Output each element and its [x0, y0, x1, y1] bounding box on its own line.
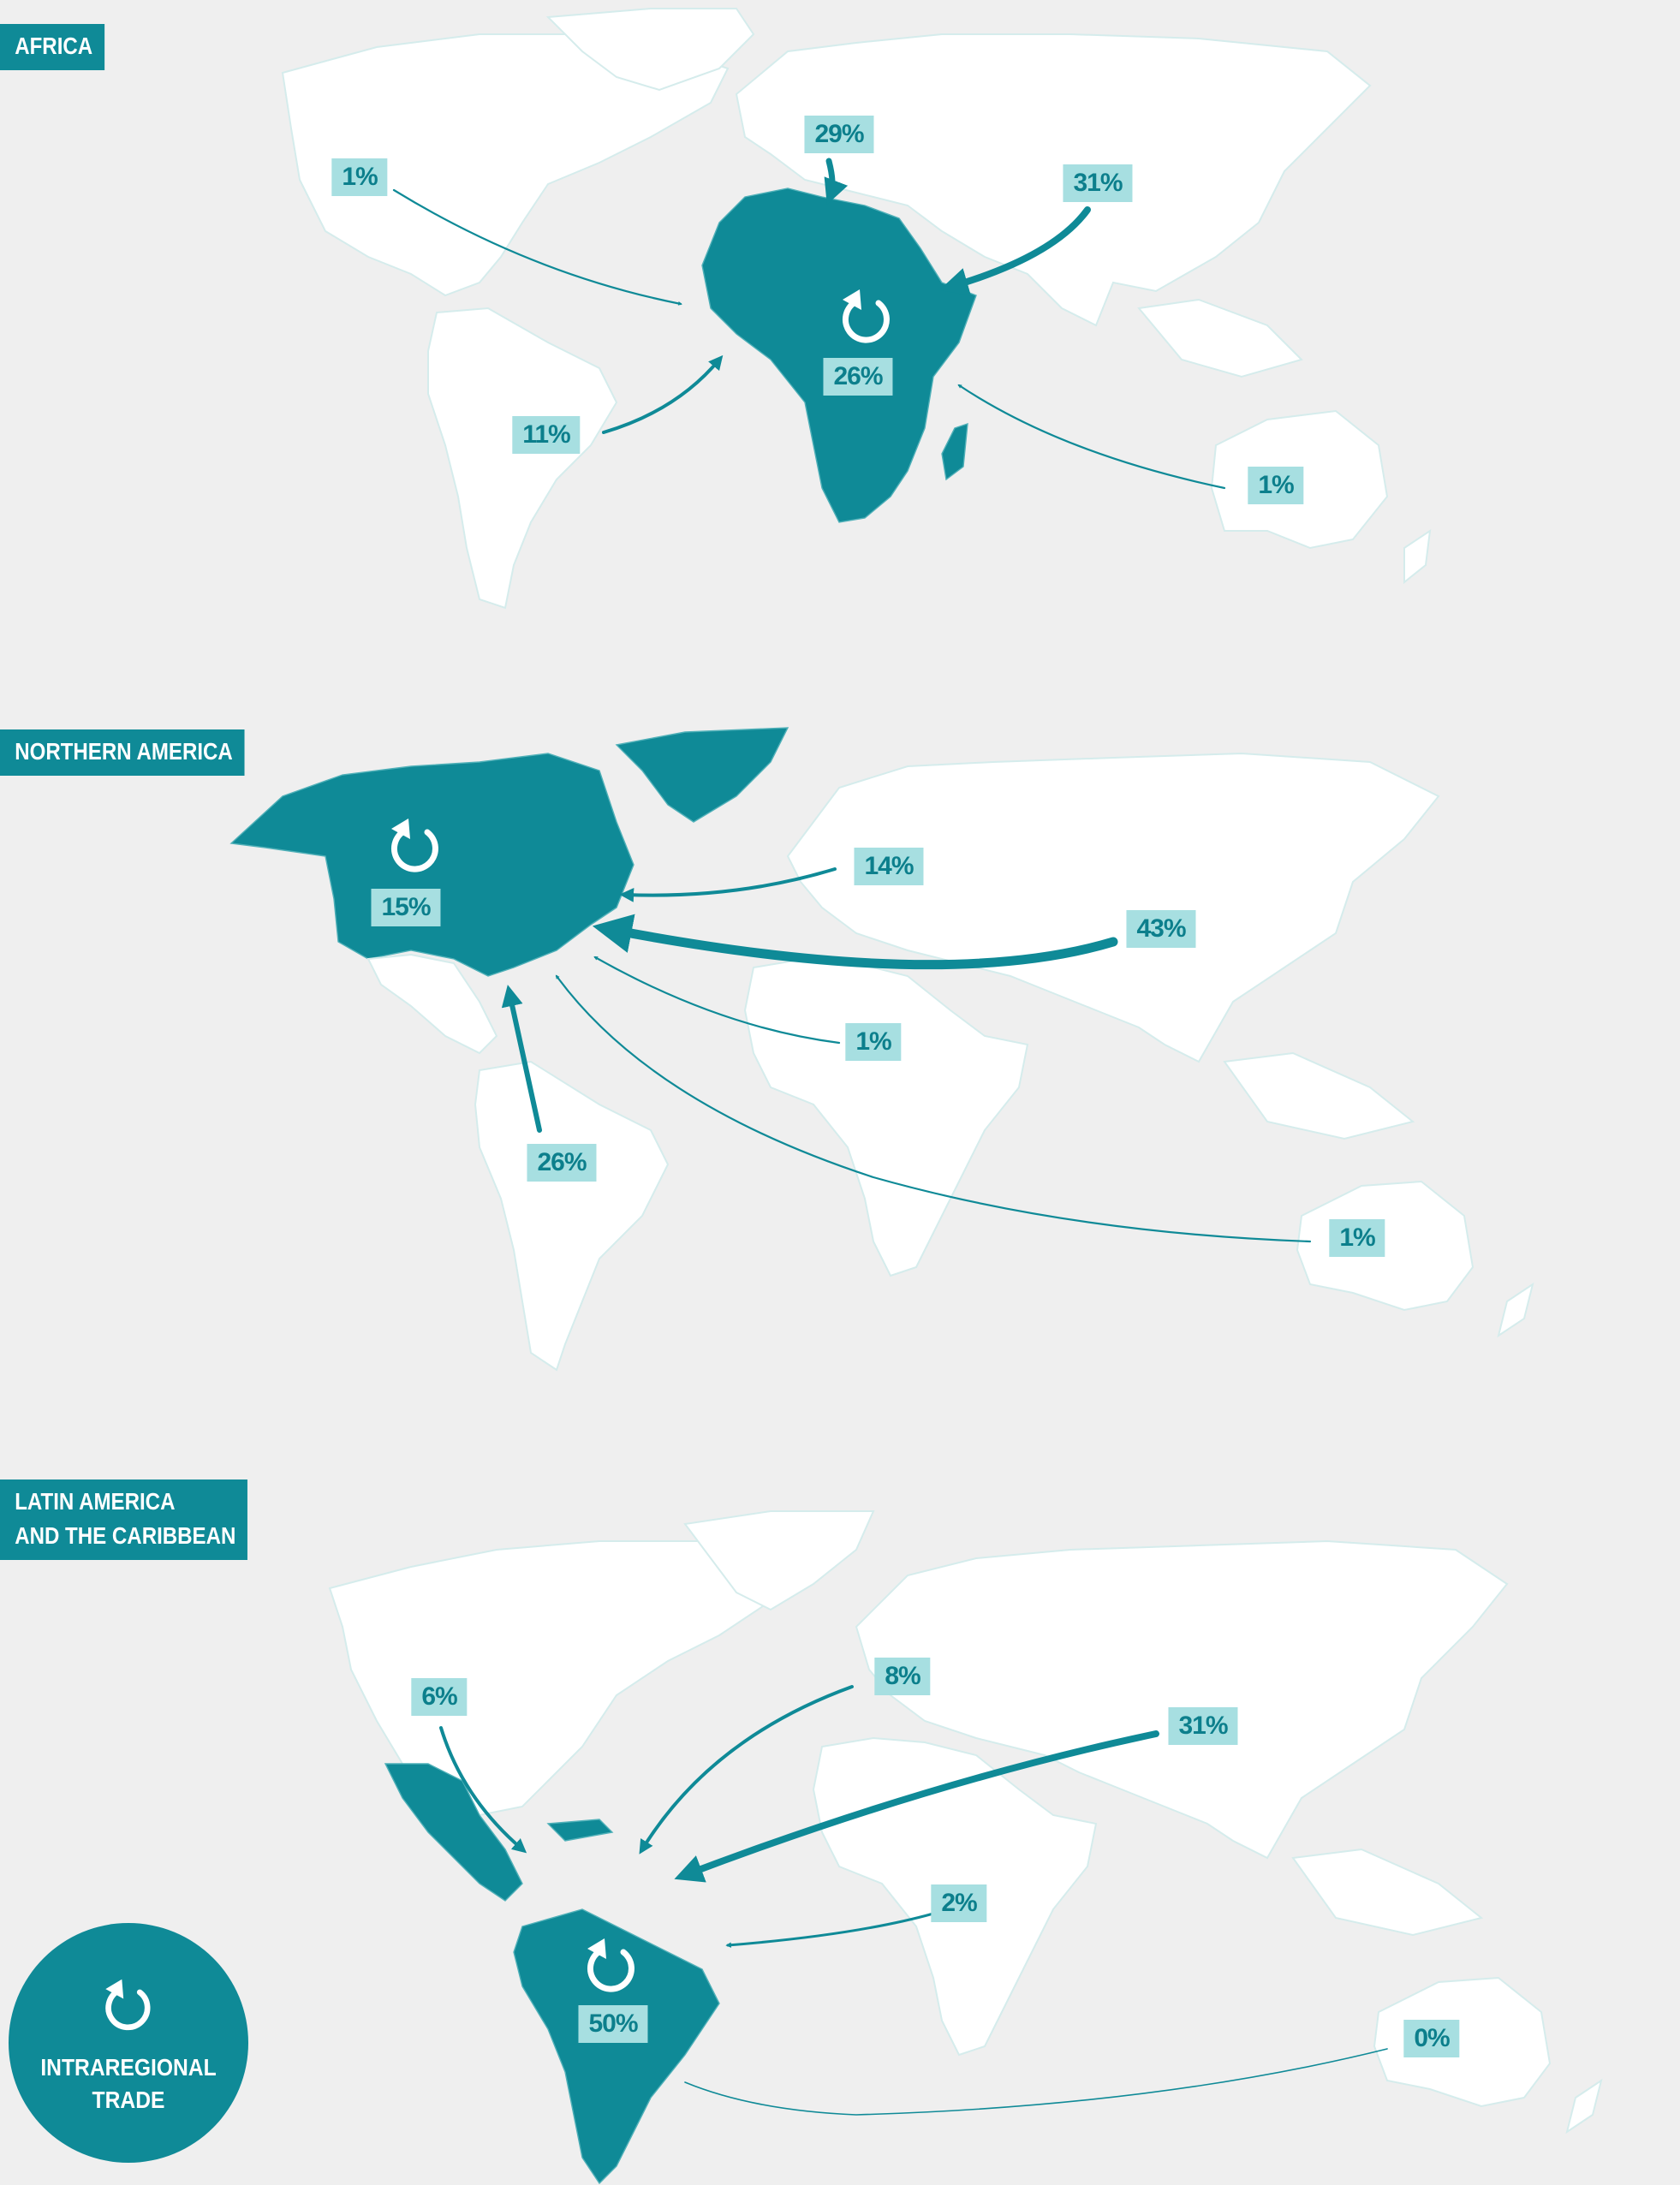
new-zealand-land-3: [1565, 2078, 1603, 2134]
central-america-highlight: [384, 1763, 523, 1902]
pct-label-northern-america-intraregional: 15%: [371, 889, 441, 926]
africa-land-2: [743, 957, 1029, 1277]
flow-latin-america-from-northern-america: [439, 1726, 527, 1854]
panel-title-latin-america: LATIN AMERICA AND THE CARIBBEAN: [0, 1479, 248, 1560]
southeast-asia-islands-land: [1137, 298, 1303, 378]
flow-africa-from-europe: [824, 158, 849, 205]
pct-label-latin-america-intraregional: 50%: [578, 2005, 648, 2043]
pct-label-latin-america-from-northern-america: 6%: [411, 1678, 468, 1716]
pct-label-africa-from-oceania: 1%: [1248, 467, 1304, 504]
pct-label-latin-america-from-europe: 8%: [874, 1658, 931, 1695]
pct-label-latin-america-from-asia: 31%: [1168, 1707, 1238, 1745]
flow-northern-america-from-europe: [619, 867, 837, 902]
pct-label-latin-america-from-africa: 2%: [931, 1884, 987, 1922]
flow-africa-from-asia: [939, 206, 1091, 296]
pct-label-africa-intraregional: 26%: [823, 358, 893, 396]
flow-latin-america-from-europe: [639, 1685, 854, 1855]
greenland-land-3: [683, 1510, 875, 1611]
panel-northern-america-map: [229, 727, 1534, 1372]
greenland-land: [545, 8, 755, 92]
southeast-asia-islands-land-3: [1291, 1848, 1484, 1937]
pct-label-africa-from-asia: 31%: [1063, 164, 1133, 202]
pct-label-africa-from-northern-america: 1%: [331, 158, 388, 196]
pct-label-africa-from-latin-america: 11%: [512, 416, 581, 454]
flow-latin-america-from-africa: [725, 1912, 935, 1948]
flow-northern-america-from-oceania: [555, 974, 1312, 1243]
flow-latin-america-from-oceania: [684, 2048, 1388, 2116]
pct-label-northern-america-from-oceania: 1%: [1329, 1219, 1385, 1257]
eurasia-land-2: [786, 752, 1440, 1063]
pct-label-northern-america-from-africa: 1%: [845, 1023, 902, 1061]
south-america-land-2: [474, 1060, 670, 1372]
south-america-highlight: [513, 1908, 720, 2185]
flow-northern-america-from-africa: [593, 956, 841, 1045]
legend-intraregional-trade: INTRAREGIONAL TRADE: [9, 1923, 248, 2163]
flow-latin-america-from-asia: [674, 1730, 1159, 1883]
panel-latin-america-map: [328, 1510, 1603, 2185]
madagascar-highlight: [941, 422, 968, 481]
africa-highlight: [701, 188, 977, 523]
greenland-highlight: [615, 727, 789, 823]
flow-africa-from-northern-america: [392, 188, 682, 306]
pct-label-northern-america-from-asia: 43%: [1126, 910, 1196, 948]
flow-northern-america-from-asia: [592, 914, 1118, 970]
pct-label-latin-america-from-oceania: 0%: [1403, 2020, 1460, 2057]
legend-label: INTRAREGIONAL TRADE: [40, 2054, 217, 2113]
south-america-land: [427, 307, 618, 610]
central-america-land: [366, 953, 498, 1055]
caribbean-highlight: [546, 1819, 614, 1842]
flow-africa-from-latin-america: [602, 354, 724, 434]
eurasia-land-3: [855, 1539, 1509, 1860]
northern-america-highlight: [229, 753, 634, 977]
panel-title-africa: AFRICA: [0, 24, 104, 70]
southeast-asia-islands-land-2: [1223, 1051, 1415, 1140]
new-zealand-land: [1403, 528, 1432, 585]
pct-label-africa-from-europe: 29%: [804, 116, 874, 153]
north-america-land-3: [328, 1540, 789, 1817]
australia-land-3: [1373, 1976, 1552, 2108]
pct-label-northern-america-from-europe: 14%: [854, 848, 924, 885]
panel-africa-map: [281, 8, 1432, 610]
new-zealand-land-2: [1497, 1282, 1534, 1338]
circular-arrow-icon: [105, 1979, 151, 2031]
flow-northern-america-from-latin-america: [501, 985, 542, 1133]
panel-title-northern-america: NORTHERN AMERICA: [0, 729, 245, 776]
flow-africa-from-oceania: [957, 384, 1226, 490]
pct-label-northern-america-from-latin-america: 26%: [527, 1144, 597, 1182]
